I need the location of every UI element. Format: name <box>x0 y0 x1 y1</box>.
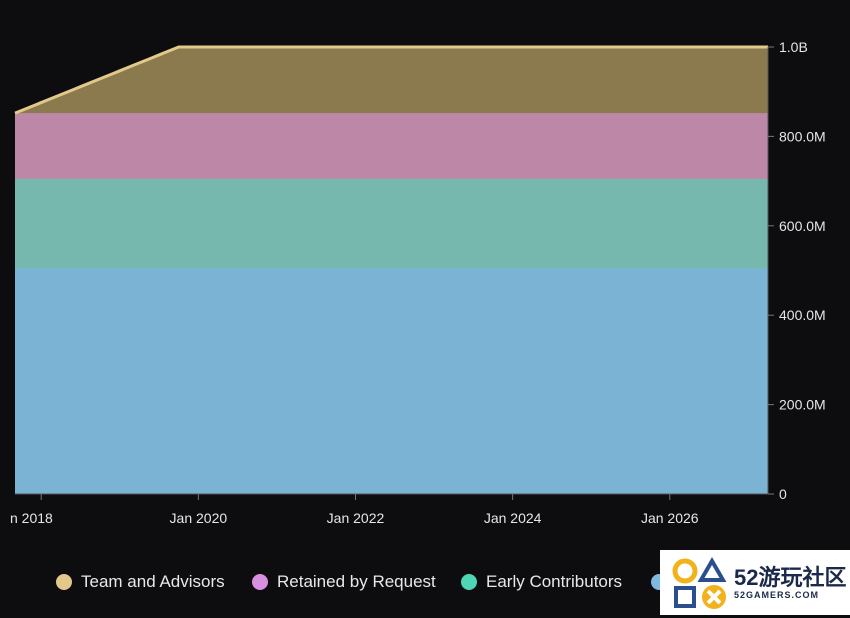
y-tick-label: 1.0B <box>779 39 808 55</box>
legend-item-retained-by-request[interactable]: Retained by Request <box>252 566 436 598</box>
y-tick-label: 400.0M <box>779 307 826 323</box>
legend-swatch-early <box>461 574 477 590</box>
watermark-title: 52游玩社区 <box>734 564 847 590</box>
x-tick-label: n 2018 <box>10 510 53 526</box>
x-tick-label: Jan 2022 <box>327 510 385 526</box>
watermark-logo <box>670 553 730 613</box>
legend-label: Retained by Request <box>277 572 436 591</box>
x-tick-label: Jan 2024 <box>484 510 542 526</box>
legend-swatch-team <box>56 574 72 590</box>
y-tick-label: 200.0M <box>779 397 826 413</box>
area-series-1[interactable] <box>15 178 768 269</box>
watermark: 52游玩社区 52GAMERS.COM <box>660 550 850 615</box>
y-tick-label: 0 <box>779 486 787 502</box>
area-edge-3 <box>14 45 768 115</box>
area-series-3[interactable] <box>15 47 768 114</box>
legend-swatch-retained <box>252 574 268 590</box>
area-series-2[interactable] <box>15 113 768 179</box>
gamepad-symbols-icon <box>672 556 727 609</box>
x-tick-label: Jan 2026 <box>641 510 699 526</box>
watermark-text: 52游玩社区 52GAMERS.COM <box>734 564 847 600</box>
legend-item-early-contributors[interactable]: Early Contributors <box>461 566 622 598</box>
legend-label: Early Contributors <box>486 572 623 591</box>
area-series-0[interactable] <box>15 268 768 494</box>
watermark-subtitle: 52GAMERS.COM <box>734 589 820 600</box>
legend-label: Team and Advisors <box>81 572 225 591</box>
chart-axes: 0 200.0M 400.0M 600.0M 800.0M 1.0B n 2018 Jan 2… <box>10 39 826 526</box>
y-tick-label: 600.0M <box>779 218 826 234</box>
legend-item-team-and-advisors[interactable]: Team and Advisors <box>56 566 225 598</box>
x-tick-label: Jan 2020 <box>170 510 228 526</box>
chart-areas <box>14 45 768 494</box>
y-tick-label: 800.0M <box>779 128 826 144</box>
